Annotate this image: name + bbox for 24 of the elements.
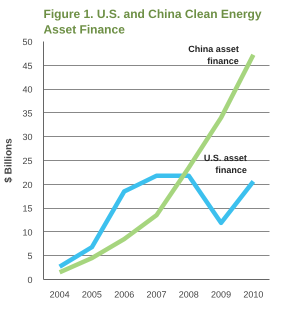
y-tick-label: 25 [22,156,33,166]
x-tick-label: 2009 [211,290,232,300]
x-tick-label: 2010 [243,290,264,300]
y-axis-title: $ Billions [3,138,14,183]
x-tick-label: 2007 [146,290,167,300]
y-tick-label: 45 [22,60,33,71]
y-tick-label: 20 [22,180,33,190]
x-tick-label: 2005 [82,290,102,300]
y-tick-label: 0 [27,275,33,285]
x-tick-label: 2006 [114,290,134,300]
y-tick-label: 35 [22,108,33,118]
y-tick-label: 15 [22,204,33,214]
series-label: China asset finance [188,44,239,66]
line-series [57,52,256,275]
y-tick-label: 40 [22,84,33,95]
chart-title: Figure 1. U.S. and China Clean Energy Asset Finance [44,7,262,36]
x-tick-label: 2004 [50,290,70,300]
series-label: U.S. asset finance [204,152,247,175]
x-tick-label: 2008 [178,290,199,300]
y-tick-label: 30 [22,132,33,142]
y-tick-label: 10 [22,227,33,238]
y-tick-label: 50 [22,37,33,47]
y-tick-label: 5 [27,251,33,262]
line-series [57,173,256,269]
